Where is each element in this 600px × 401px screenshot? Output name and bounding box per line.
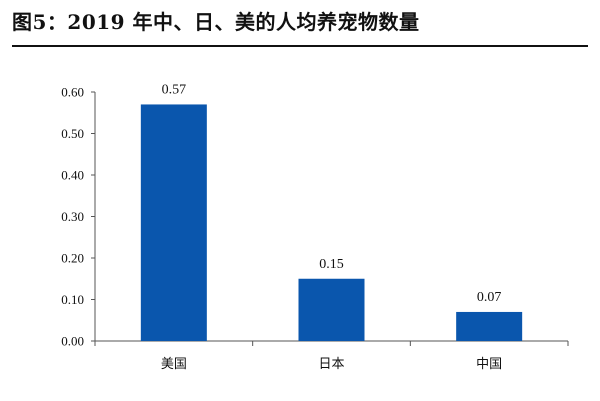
data-labels: 0.57 0.15 0.07: [162, 82, 502, 305]
chart-title: 图5：2019 年中、日、美的人均养宠物数量: [12, 10, 420, 34]
y-tick-label: 0.40: [61, 168, 84, 183]
y-tick-label: 0.30: [61, 209, 84, 224]
y-tick-label: 0.60: [61, 85, 84, 100]
bar-value-label: 0.07: [477, 290, 502, 305]
y-axis: 0.00 0.10 0.20 0.30 0.40 0.50 0.60: [61, 85, 96, 349]
bar-series: [140, 104, 523, 341]
x-category-label: 中国: [476, 357, 502, 372]
bar-value-label: 0.15: [319, 257, 344, 272]
title-divider: [12, 45, 588, 47]
y-tick-label: 0.50: [61, 126, 84, 141]
x-axis: 美国 日本 中国: [94, 340, 569, 372]
bar-1: [140, 104, 207, 341]
bar-3: [456, 311, 523, 341]
bar-value-label: 0.57: [162, 82, 187, 97]
bar-2: [298, 278, 365, 341]
y-tick-label: 0.10: [61, 292, 84, 307]
y-tick-label: 0.20: [61, 251, 84, 266]
x-category-label: 日本: [318, 357, 344, 372]
y-tick-label: 0.00: [61, 334, 84, 349]
x-category-label: 美国: [161, 357, 187, 372]
